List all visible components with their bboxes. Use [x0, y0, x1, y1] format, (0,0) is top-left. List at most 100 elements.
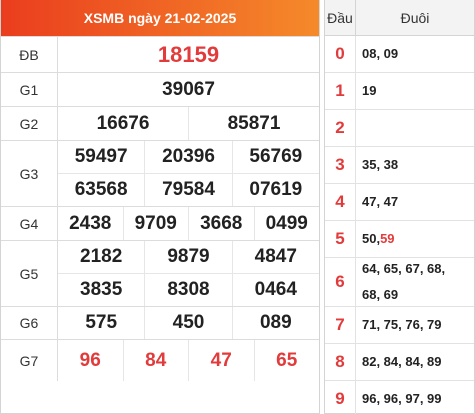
lottery-number: 20396 — [144, 141, 231, 173]
prize-row-g6: G6 575 450 089 — [1, 306, 319, 339]
head-digit: 2 — [325, 110, 356, 146]
tail-values: 19 — [356, 73, 474, 109]
prize-label: G5 — [1, 241, 58, 306]
lottery-number: 59497 — [74, 146, 128, 167]
head-digit: 7 — [325, 307, 356, 343]
head-row-6: 6 64, 65, 67, 68, 68, 69 — [325, 257, 474, 306]
lottery-number: 16676 — [96, 112, 150, 134]
number-line: 16676 85871 — [58, 107, 319, 140]
lottery-number: 575 — [85, 312, 118, 333]
head-digit: 5 — [325, 221, 356, 257]
results-title: XSMB ngày 21-02-2025 — [1, 0, 319, 36]
head-column-label: Đầu — [325, 0, 356, 35]
lottery-number: 39067 — [162, 78, 215, 100]
lottery-number: 8308 — [144, 274, 231, 306]
prize-row-g5: G5 2182 9879 4847 3835 8308 0464 — [1, 240, 319, 306]
head-row-4: 4 47, 47 — [325, 183, 474, 220]
head-row-2: 2 — [325, 109, 474, 146]
tail-values: 82, 84, 84, 89 — [356, 344, 474, 380]
lottery-number: 84 — [122, 340, 189, 381]
lottery-number: 2438 — [69, 212, 112, 234]
tail-column-label: Đuôi — [400, 9, 430, 26]
prize-label: G4 — [1, 207, 58, 240]
lottery-number: 9709 — [122, 207, 189, 240]
head-digit: 6 — [325, 258, 356, 306]
prize-numbers: 59497 20396 56769 63568 79584 07619 — [58, 141, 319, 206]
head-digit: 3 — [325, 147, 356, 183]
lottery-number: 47 — [188, 340, 254, 381]
prize-numbers: 96 84 47 65 — [58, 340, 319, 381]
lottery-number: 089 — [231, 307, 319, 339]
lottery-number: 85871 — [188, 107, 319, 140]
tail-value: 35, 38 — [362, 157, 399, 172]
tail-values: 96, 96, 97, 99 — [356, 381, 474, 414]
prize-row-g1: G1 39067 — [1, 72, 319, 106]
head-row-3: 3 35, 38 — [325, 146, 474, 183]
lottery-number: 9879 — [144, 241, 231, 273]
tail-value: 19 — [362, 83, 377, 98]
lottery-number: 3835 — [80, 279, 123, 300]
tail-value-highlight: 59 — [380, 231, 395, 246]
prize-rows: ĐB 18159 G1 39067 G2 16676 85871 G3 59497 20396 56… — [1, 36, 319, 381]
tail-values — [356, 110, 474, 146]
prize-label: ĐB — [1, 37, 58, 72]
number-line: 63568 79584 07619 — [58, 173, 319, 206]
lottery-number: 3668 — [188, 207, 254, 240]
number-line: 2438 9709 3668 0499 — [58, 207, 319, 240]
head-row-1: 1 19 — [325, 72, 474, 109]
prize-numbers: 2438 9709 3668 0499 — [58, 207, 319, 240]
lottery-number: 4847 — [231, 241, 319, 273]
prize-row-g4: G4 2438 9709 3668 0499 — [1, 206, 319, 240]
head-tail-header: Đầu Đuôi — [325, 0, 474, 36]
lottery-number: 63568 — [74, 179, 128, 200]
prize-label: G6 — [1, 307, 58, 339]
lottery-number: 18159 — [157, 41, 220, 67]
lottery-number: 0464 — [231, 274, 319, 306]
head-tail-rows: 0 08, 09 1 19 2 3 35, 38 4 47, 47 5 50, 59 6 64, 65,… — [325, 36, 474, 414]
prize-row-g3: G3 59497 20396 56769 63568 79584 07619 — [1, 140, 319, 206]
head-digit: 1 — [325, 73, 356, 109]
tail-values: 71, 75, 76, 79 — [356, 307, 474, 343]
prize-numbers: 18159 — [58, 37, 319, 72]
number-line: 3835 8308 0464 — [58, 273, 319, 306]
head-digit: 8 — [325, 344, 356, 380]
head-row-8: 8 82, 84, 84, 89 — [325, 343, 474, 380]
head-digit: 9 — [325, 381, 356, 414]
tail-value: 50, — [362, 231, 381, 246]
prize-row-g2: G2 16676 85871 — [1, 106, 319, 140]
prize-label: G1 — [1, 73, 58, 106]
tail-value: 71, 75, 76, 79 — [362, 317, 442, 332]
tail-values: 08, 09 — [356, 36, 474, 72]
tail-values: 47, 47 — [356, 184, 474, 220]
tail-value: 47, 47 — [362, 194, 399, 209]
number-line: 96 84 47 65 — [58, 340, 319, 381]
prize-row-đb: ĐB 18159 — [1, 36, 319, 72]
tail-value: 08, 09 — [362, 46, 399, 61]
lottery-number: 96 — [79, 349, 101, 371]
lottery-number: 56769 — [231, 141, 319, 173]
lottery-number: 65 — [253, 340, 320, 381]
head-tail-table: Đầu Đuôi 0 08, 09 1 19 2 3 35, 38 4 47, 47 5 50, 5… — [324, 0, 475, 414]
tail-value: 82, 84, 84, 89 — [362, 354, 442, 369]
tail-values: 64, 65, 67, 68, 68, 69 — [356, 258, 474, 306]
results-table: XSMB ngày 21-02-2025 ĐB 18159 G1 39067 G2 166… — [0, 0, 320, 414]
tail-values: 35, 38 — [356, 147, 474, 183]
tail-value: 68, 69 — [362, 287, 399, 302]
prize-label: G7 — [1, 340, 58, 381]
lottery-number: 0499 — [253, 207, 320, 240]
prize-numbers: 39067 — [58, 73, 319, 106]
lottery-number: 450 — [144, 307, 231, 339]
prize-label: G3 — [1, 141, 58, 206]
number-line: 2182 9879 4847 — [58, 241, 319, 273]
tail-value: 64, 65, 67, 68, — [362, 261, 446, 276]
prize-row-g7: G7 96 84 47 65 — [1, 339, 319, 381]
tail-value: 96, 96, 97, 99 — [362, 391, 442, 406]
head-row-0: 0 08, 09 — [325, 36, 474, 72]
head-row-5: 5 50, 59 — [325, 220, 474, 257]
number-line: 39067 — [58, 73, 319, 106]
head-row-9: 9 96, 96, 97, 99 — [325, 380, 474, 414]
number-line: 575 450 089 — [58, 307, 319, 339]
lottery-number: 79584 — [144, 174, 231, 206]
number-line: 18159 — [58, 37, 319, 72]
head-row-7: 7 71, 75, 76, 79 — [325, 306, 474, 343]
